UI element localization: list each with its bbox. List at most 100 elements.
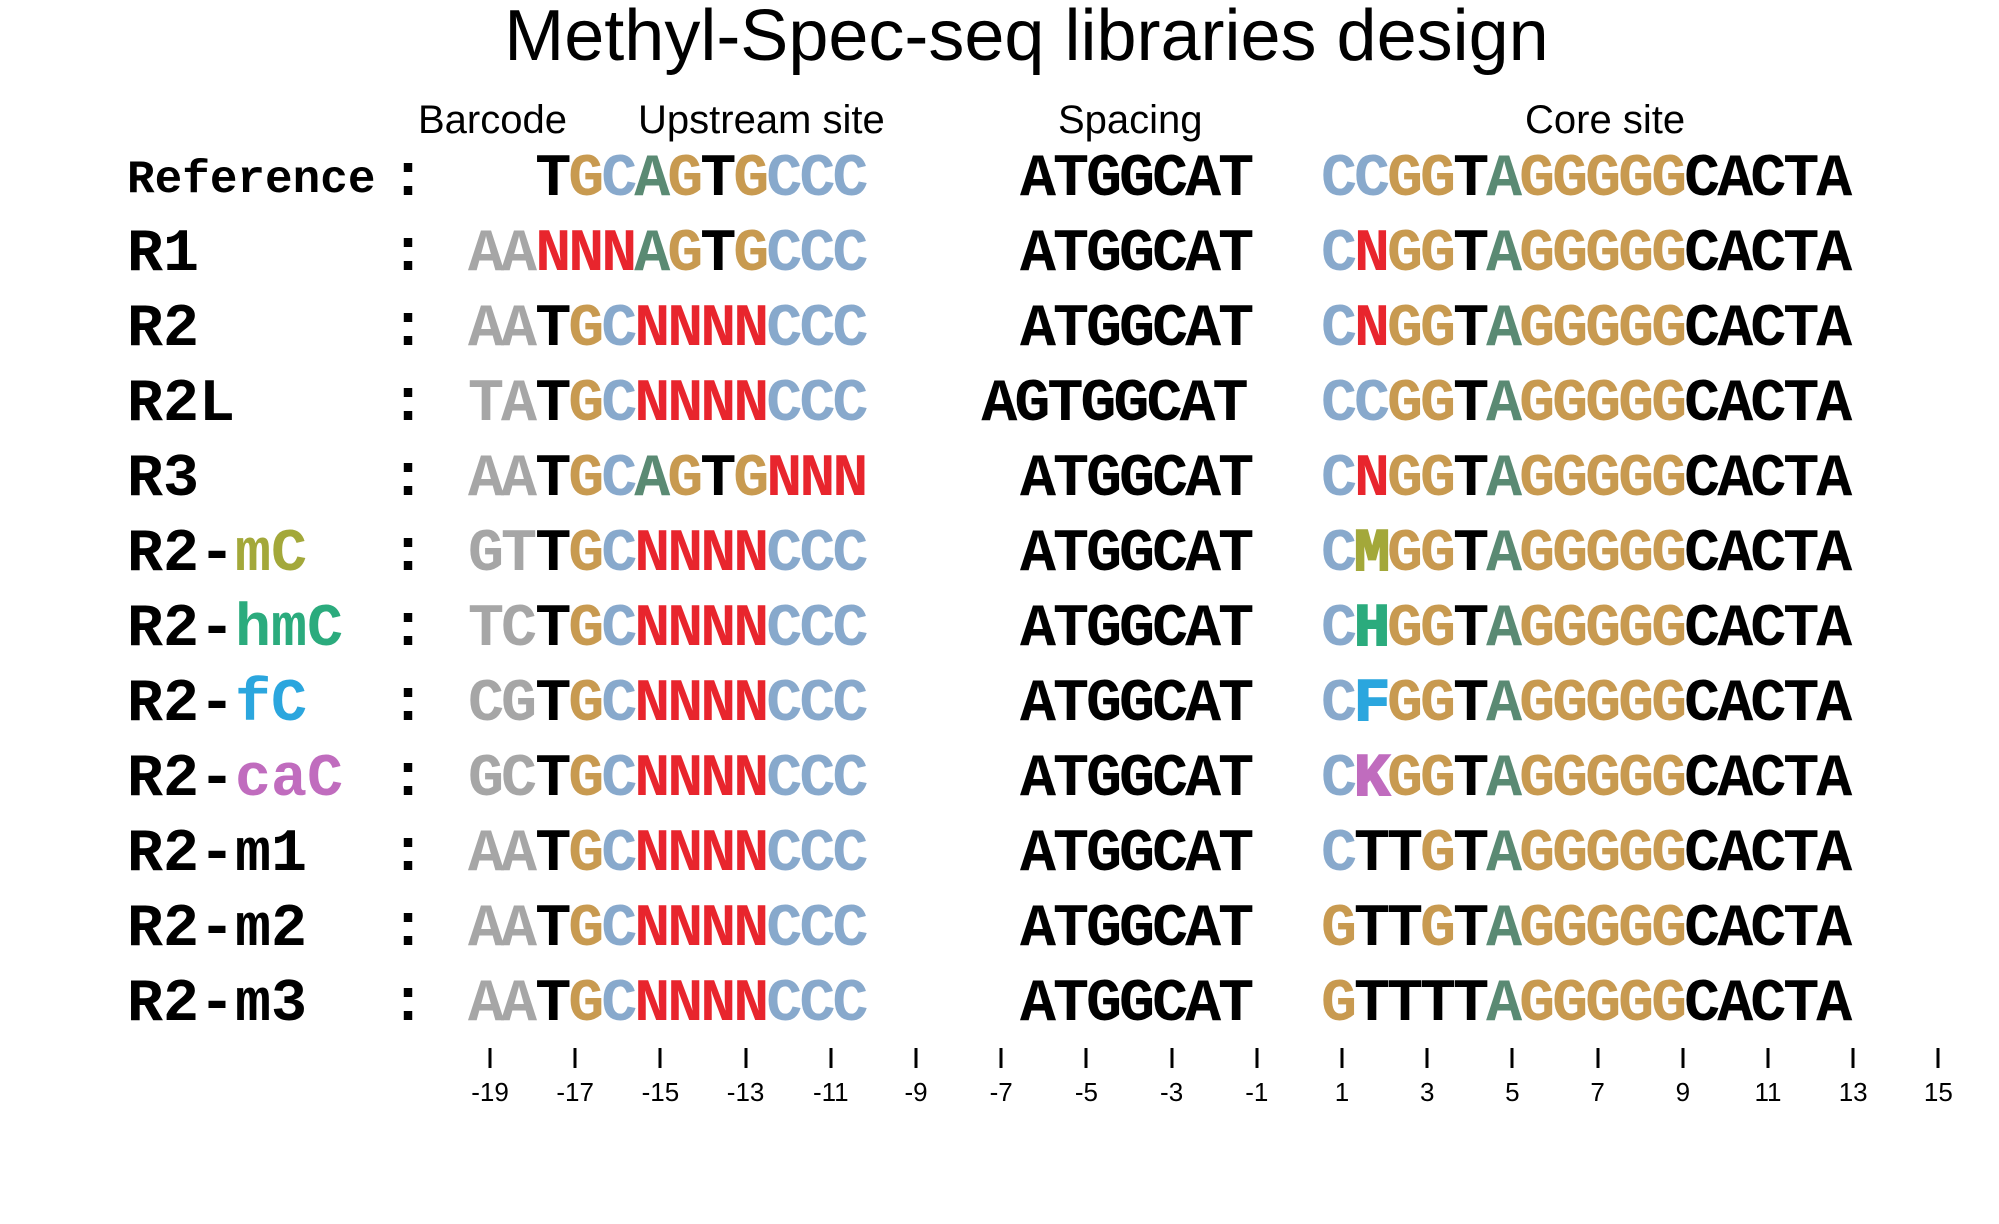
row-label-part: mC bbox=[235, 521, 308, 589]
nucleotide: C bbox=[1321, 146, 1357, 214]
nucleotide: C bbox=[1684, 896, 1720, 964]
row-label: R3 bbox=[127, 450, 199, 510]
nucleotide: T bbox=[1453, 146, 1489, 214]
axis-tick-label: -17 bbox=[556, 1077, 594, 1107]
axis-tick-label: 3 bbox=[1419, 1077, 1435, 1107]
core-segment: CNGGTAGGGGGCACTA bbox=[1321, 221, 1852, 289]
nucleotide: N bbox=[700, 821, 736, 889]
nucleotide: T bbox=[700, 446, 736, 514]
nucleotide: C bbox=[766, 596, 802, 664]
row-label-part: caC bbox=[235, 746, 344, 814]
nucleotide: G bbox=[1420, 896, 1456, 964]
core-segment: CKGGTAGGGGGCACTA bbox=[1321, 746, 1852, 814]
nucleotide: C bbox=[1152, 671, 1188, 739]
nucleotide: C bbox=[1152, 821, 1188, 889]
nucleotide: G bbox=[733, 446, 769, 514]
nucleotide: C bbox=[1321, 671, 1357, 739]
barcode-segment: GC bbox=[468, 746, 537, 814]
nucleotide: G bbox=[1651, 296, 1687, 364]
nucleotide: A bbox=[1816, 671, 1852, 739]
nucleotide: C bbox=[1684, 671, 1720, 739]
nucleotide: C bbox=[1321, 221, 1357, 289]
nucleotide: A bbox=[1020, 821, 1056, 889]
core-segment: CMGGTAGGGGGCACTA bbox=[1321, 521, 1852, 589]
nucleotide: T bbox=[1783, 596, 1819, 664]
row-colon: : bbox=[390, 296, 427, 364]
nucleotide: N bbox=[667, 371, 703, 439]
nucleotide: T bbox=[535, 896, 571, 964]
nucleotide: T bbox=[1783, 221, 1819, 289]
nucleotide: N bbox=[568, 221, 604, 289]
nucleotide: C bbox=[1321, 521, 1357, 589]
nucleotide: N bbox=[667, 746, 703, 814]
nucleotide: N bbox=[634, 896, 670, 964]
nucleotide: C bbox=[501, 746, 537, 814]
nucleotide: T bbox=[1218, 671, 1254, 739]
nucleotide: N bbox=[634, 971, 670, 1039]
nucleotide: G bbox=[1119, 971, 1155, 1039]
axis-tick-mark bbox=[999, 1048, 1003, 1068]
row-label: R1 bbox=[127, 225, 199, 285]
nucleotide: C bbox=[1684, 521, 1720, 589]
diagram-title: Methyl-Spec-seq libraries design bbox=[0, 0, 1999, 72]
nucleotide: A bbox=[501, 296, 537, 364]
nucleotide: N bbox=[634, 821, 670, 889]
nucleotide: A bbox=[1717, 146, 1753, 214]
nucleotide: A bbox=[1020, 746, 1056, 814]
nucleotide: N bbox=[601, 221, 637, 289]
nucleotide: C bbox=[832, 521, 868, 589]
nucleotide: A bbox=[1486, 446, 1522, 514]
axis-tick-mark bbox=[1340, 1048, 1344, 1068]
nucleotide: C bbox=[832, 971, 868, 1039]
nucleotide: A bbox=[1185, 596, 1221, 664]
nucleotide: C bbox=[1750, 521, 1786, 589]
nucleotide: G bbox=[1585, 521, 1621, 589]
nucleotide: A bbox=[1486, 746, 1522, 814]
nucleotide: C bbox=[1750, 971, 1786, 1039]
core-segment: CCGGTAGGGGGCACTA bbox=[1321, 146, 1852, 214]
nucleotide: C bbox=[766, 671, 802, 739]
axis-tick-label: -13 bbox=[726, 1077, 765, 1107]
nucleotide: T bbox=[1218, 446, 1254, 514]
nucleotide: T bbox=[1453, 821, 1489, 889]
nucleotide: C bbox=[832, 821, 868, 889]
nucleotide: G bbox=[1618, 671, 1654, 739]
nucleotide: T bbox=[535, 371, 571, 439]
nucleotide: G bbox=[1552, 296, 1588, 364]
nucleotide: C bbox=[1750, 296, 1786, 364]
nucleotide: C bbox=[766, 221, 802, 289]
nucleotide: C bbox=[1684, 221, 1720, 289]
nucleotide: C bbox=[832, 146, 868, 214]
nucleotide: A bbox=[1185, 821, 1221, 889]
core-segment: CFGGTAGGGGGCACTA bbox=[1321, 671, 1852, 739]
nucleotide: T bbox=[1053, 896, 1089, 964]
axis-tick-label: 15 bbox=[1923, 1077, 1953, 1107]
nucleotide: G bbox=[568, 821, 604, 889]
nucleotide: C bbox=[1750, 596, 1786, 664]
nucleotide: T bbox=[1218, 971, 1254, 1039]
nucleotide: A bbox=[1717, 221, 1753, 289]
axis-tick-label: -5 bbox=[1074, 1077, 1098, 1107]
nucleotide: C bbox=[601, 896, 637, 964]
nucleotide: G bbox=[1014, 371, 1050, 439]
barcode-segment: AA bbox=[468, 225, 537, 285]
nucleotide: C bbox=[1146, 371, 1182, 439]
nucleotide: G bbox=[1387, 746, 1423, 814]
nucleotide: T bbox=[1218, 896, 1254, 964]
nucleotide: C bbox=[799, 596, 835, 664]
nucleotide: A bbox=[634, 146, 670, 214]
nucleotide: C bbox=[1152, 896, 1188, 964]
upstream-segment: TGCNNNNCCC bbox=[535, 521, 868, 589]
row-label: R2 bbox=[127, 300, 199, 360]
nucleotide: G bbox=[1585, 446, 1621, 514]
nucleotide: C bbox=[1152, 971, 1188, 1039]
axis-tick-mark bbox=[1851, 1048, 1855, 1068]
nucleotide: A bbox=[634, 446, 670, 514]
spacing-segment: ATGGCAT bbox=[1020, 225, 1254, 285]
row-label-part: R2- bbox=[127, 596, 236, 664]
nucleotide: C bbox=[1152, 146, 1188, 214]
section-label-spacing: Spacing bbox=[1058, 98, 1203, 142]
nucleotide: G bbox=[468, 521, 504, 589]
nucleotide: G bbox=[1552, 446, 1588, 514]
nucleotide: G bbox=[1420, 671, 1456, 739]
